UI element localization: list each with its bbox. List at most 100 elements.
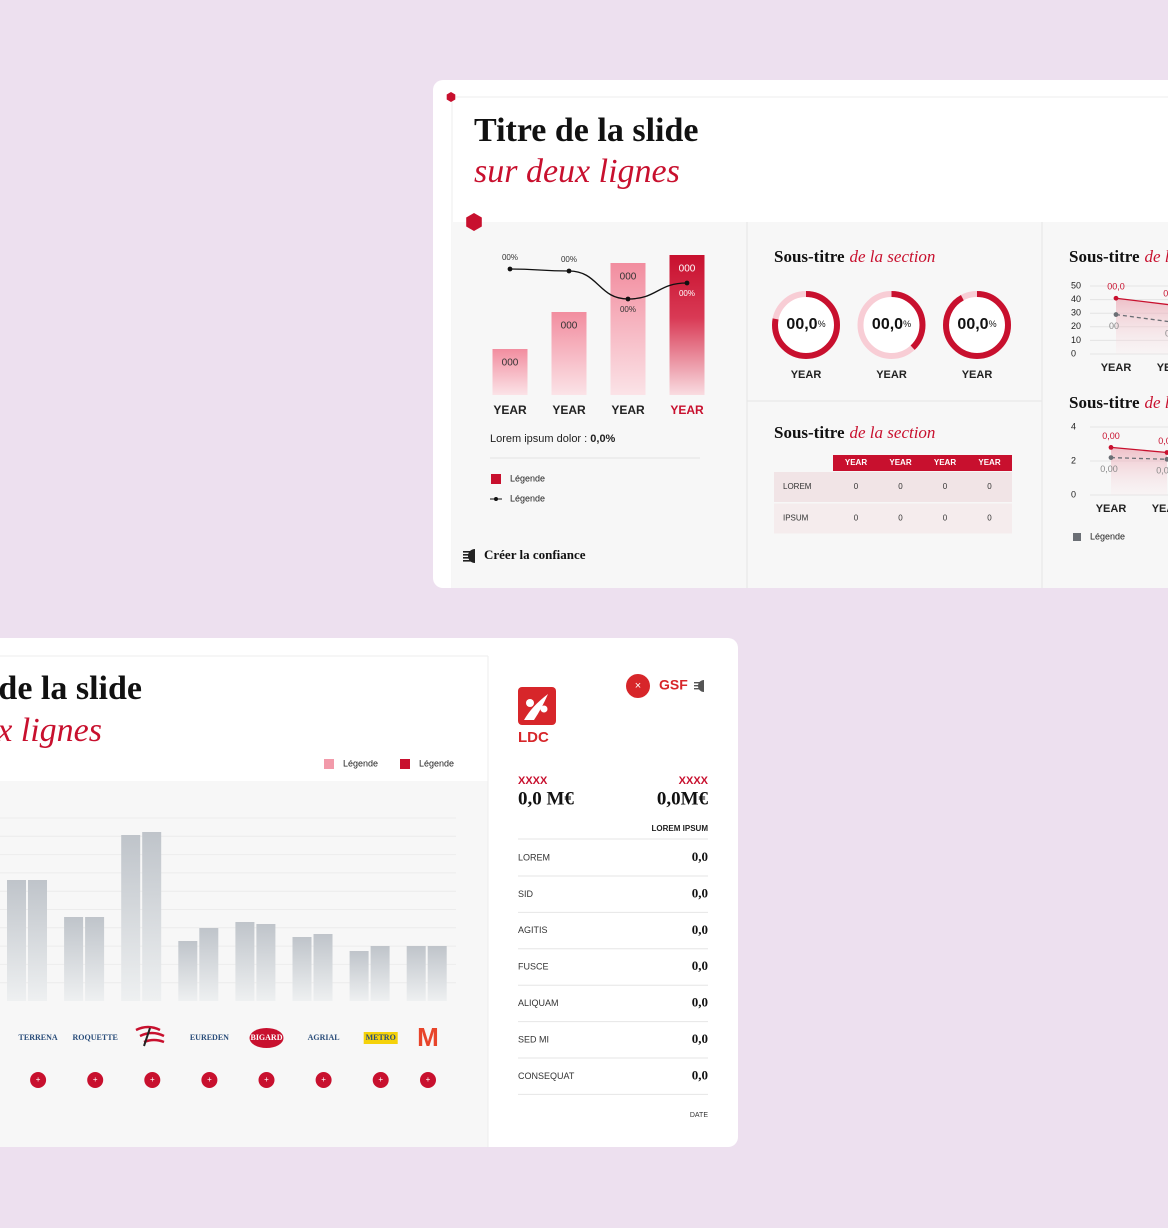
table-row [774,472,1012,502]
donut-number: 00,0 [786,316,817,333]
bar [427,946,447,1001]
table-cell: 0 [898,482,903,491]
line-point [1108,445,1114,450]
add-button[interactable] [144,1072,161,1088]
section-title: Sous-titre de la section [774,423,935,442]
row-label: LOREM [518,852,550,862]
ldc-logo [518,687,556,725]
line-point [566,268,572,274]
section-title: Sous-titre de la section [1069,393,1168,412]
donut-value: 00,0% [957,316,996,333]
line [509,268,688,300]
logo-badge [249,1028,284,1048]
partner: GSF [659,677,688,693]
point-label: 00% [502,253,518,262]
note: Lorem ipsum dolor : 0,0% [490,433,616,445]
y-tick-label: 2 [1071,455,1076,465]
point-label: 00 [1165,328,1168,338]
y-tick-label: 0 [1071,348,1076,358]
legend-label: Légende [510,473,545,483]
logo: M [417,1022,439,1052]
row-value: 0,0 [692,922,708,937]
donut-unit: % [989,319,997,329]
logo: AGRIAL [308,1033,340,1042]
row-value: 0,0 [692,995,708,1010]
close-symbol: × [635,680,641,692]
row-label: FUSCE [518,962,549,972]
legend-label: Légende [1090,531,1125,541]
table-cell: 0 [898,514,903,523]
title-em: de la section [850,423,936,442]
row-label: SED MI [518,1034,549,1044]
footer: DATE [690,1112,708,1119]
point-label: 0,00 [1158,436,1168,446]
close-button[interactable] [626,674,650,698]
legend-label: Légende [419,758,454,768]
x-tick-label: YEAR [552,403,586,417]
donut-label: YEAR [962,369,993,381]
hexagon [466,213,482,231]
bar [610,263,646,395]
bar [406,946,426,1001]
line-point [1164,456,1168,462]
kpi-value: 0,0 M€ [518,788,574,809]
y-tick-label: 50 [1071,280,1081,290]
add-button[interactable] [201,1072,218,1088]
gsf-icon [694,680,704,692]
donut-arc [857,291,926,359]
donut-value: 00,0% [872,316,911,333]
row-value: 0,0 [692,1067,708,1082]
add-button[interactable] [30,1072,47,1088]
row-label: AGITIS [518,925,548,935]
bar [235,922,255,1001]
add-button[interactable] [258,1072,275,1088]
point-label: 0,00 [1102,431,1120,441]
donut-label: YEAR [791,369,822,381]
hexagon [446,92,456,102]
line-point [684,280,690,286]
table-cell: 0 [943,482,948,491]
title-em: de la section [1145,247,1168,266]
y-tick-label: 40 [1071,294,1081,304]
x-tick-label: YEAR [1101,362,1132,374]
table-header-cell: YEAR [978,458,1000,467]
donut-unit: % [818,319,826,329]
line-point [1113,312,1119,317]
table-cell: LOREM [783,482,812,491]
logo: METRO [366,1033,396,1042]
bar [370,946,390,1001]
title-em: de la section [850,247,936,266]
line-point [625,296,631,302]
table-cell: 0 [987,514,992,523]
point-label: 00% [620,305,636,314]
add-button[interactable] [315,1072,332,1088]
add-button[interactable] [87,1072,104,1088]
legend-label: Légende [510,493,545,503]
section-title: Sous-titre de la section [1069,247,1168,266]
bar [669,255,705,395]
point-label: 0,00 [1100,464,1118,474]
table-cell: 0 [854,514,859,523]
point-label: 00% [679,289,695,298]
bar [292,937,312,1001]
x-tick-label: YEAR [611,403,645,417]
row-value: 0,0 [692,849,708,864]
donut-arc [943,291,1011,359]
add-symbol: + [36,1075,41,1084]
title-main: Sous-titre [774,247,845,266]
add-button[interactable] [372,1072,389,1088]
logo: TERRENA [19,1033,58,1042]
section-title: Sous-titre de la section [774,247,935,266]
add-symbol: + [321,1075,326,1084]
add-button[interactable] [420,1072,436,1088]
bar-label: 000 [502,358,519,369]
footer-icon [463,549,475,563]
slide-subtitle: sur deux lignes [0,712,102,749]
donut-arc [772,291,840,359]
note-text: Lorem ipsum dolor : [490,433,590,445]
legend-swatch [491,474,501,484]
line-point [1164,450,1168,455]
add-symbol: + [264,1075,269,1084]
bar [256,924,276,1001]
